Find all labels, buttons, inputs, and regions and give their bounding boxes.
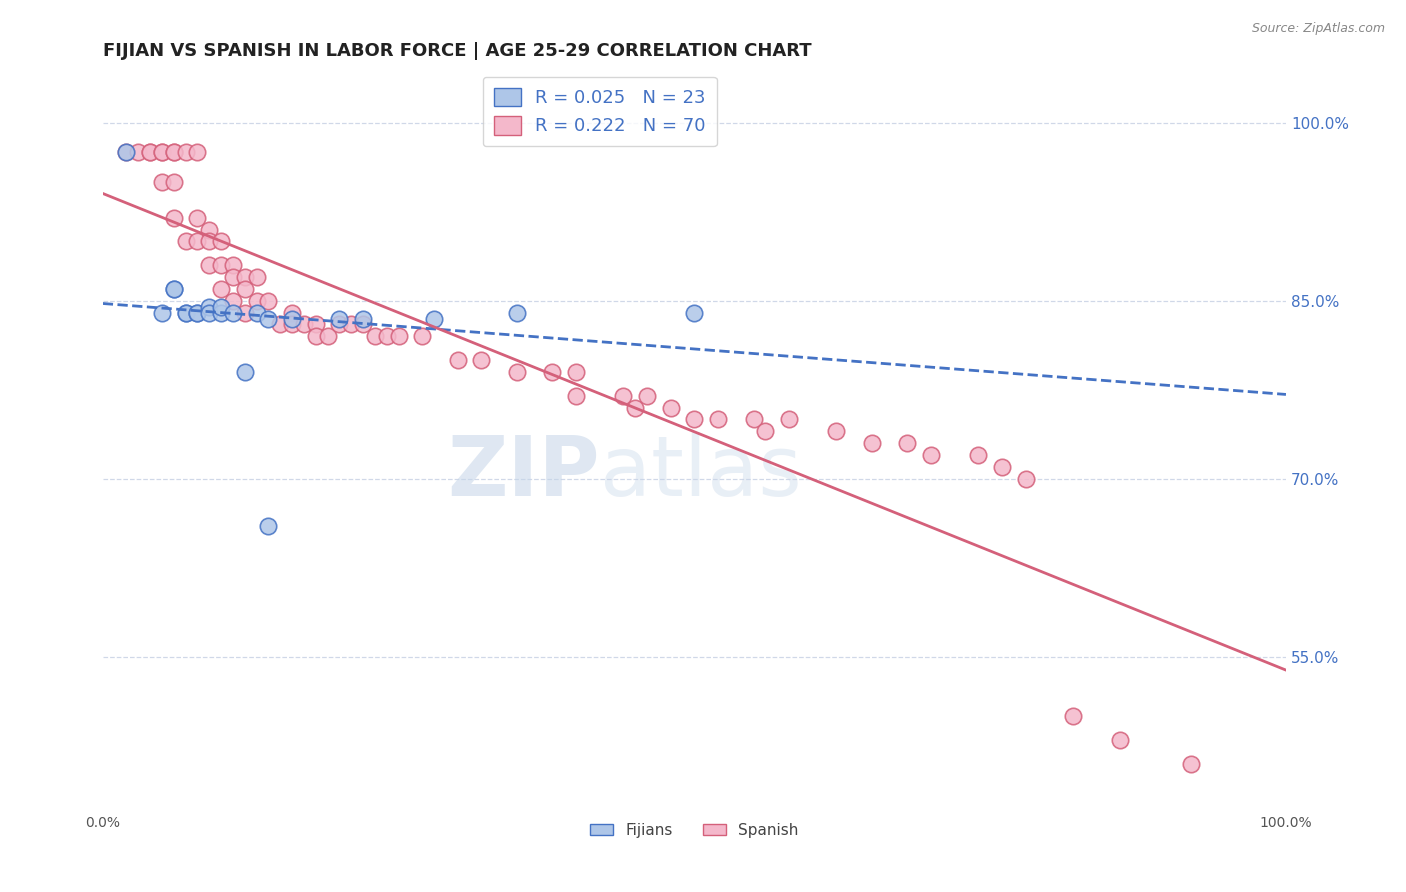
Point xyxy=(340,318,363,332)
Point xyxy=(174,305,197,319)
Point xyxy=(636,389,658,403)
Point xyxy=(222,293,245,308)
Point xyxy=(292,318,315,332)
Point xyxy=(328,318,350,332)
Point xyxy=(186,305,208,319)
Point xyxy=(209,258,232,272)
Point xyxy=(707,412,730,426)
Point xyxy=(198,300,221,314)
Point xyxy=(139,145,162,160)
Point xyxy=(305,329,328,343)
Point xyxy=(305,318,328,332)
Point xyxy=(233,305,256,319)
Point xyxy=(186,145,208,160)
Point xyxy=(150,305,173,319)
Point xyxy=(754,425,776,439)
Point xyxy=(163,145,186,160)
Point xyxy=(387,329,409,343)
Point xyxy=(967,448,990,462)
Point xyxy=(209,305,232,319)
Point xyxy=(233,282,256,296)
Point xyxy=(246,305,269,319)
Point xyxy=(920,448,942,462)
Point xyxy=(174,305,197,319)
Point xyxy=(163,282,186,296)
Point xyxy=(115,145,138,160)
Point xyxy=(186,211,208,225)
Text: Source: ZipAtlas.com: Source: ZipAtlas.com xyxy=(1251,22,1385,36)
Point xyxy=(198,235,221,249)
Point xyxy=(281,318,304,332)
Point xyxy=(447,353,470,368)
Point xyxy=(233,270,256,285)
Point xyxy=(186,235,208,249)
Text: FIJIAN VS SPANISH IN LABOR FORCE | AGE 25-29 CORRELATION CHART: FIJIAN VS SPANISH IN LABOR FORCE | AGE 2… xyxy=(103,42,811,60)
Point xyxy=(565,389,588,403)
Point xyxy=(328,311,350,326)
Point xyxy=(174,145,197,160)
Point xyxy=(209,235,232,249)
Point xyxy=(352,318,374,332)
Point xyxy=(186,305,208,319)
Point xyxy=(257,311,280,326)
Text: atlas: atlas xyxy=(600,432,801,513)
Point xyxy=(659,401,682,415)
Text: ZIP: ZIP xyxy=(447,432,600,513)
Point xyxy=(683,305,706,319)
Point xyxy=(778,412,800,426)
Point xyxy=(150,145,173,160)
Point xyxy=(991,459,1014,474)
Point xyxy=(825,425,848,439)
Point xyxy=(683,412,706,426)
Point xyxy=(127,145,149,160)
Point xyxy=(269,318,291,332)
Point xyxy=(163,211,186,225)
Point xyxy=(624,401,647,415)
Point xyxy=(198,305,221,319)
Point xyxy=(198,258,221,272)
Point xyxy=(506,305,529,319)
Point xyxy=(470,353,492,368)
Point xyxy=(364,329,387,343)
Point xyxy=(222,270,245,285)
Point xyxy=(163,282,186,296)
Point xyxy=(541,365,564,379)
Point xyxy=(139,145,162,160)
Point xyxy=(281,305,304,319)
Point xyxy=(411,329,433,343)
Point xyxy=(257,293,280,308)
Point xyxy=(150,145,173,160)
Point xyxy=(174,235,197,249)
Point xyxy=(423,311,446,326)
Point xyxy=(209,282,232,296)
Point xyxy=(257,519,280,533)
Point xyxy=(150,175,173,189)
Point xyxy=(316,329,339,343)
Point xyxy=(1180,756,1202,771)
Point xyxy=(246,293,269,308)
Point xyxy=(246,270,269,285)
Point xyxy=(233,365,256,379)
Point xyxy=(1014,472,1036,486)
Point xyxy=(352,311,374,326)
Point xyxy=(612,389,634,403)
Point xyxy=(198,222,221,236)
Point xyxy=(222,305,245,319)
Point xyxy=(1062,709,1084,723)
Point xyxy=(281,311,304,326)
Point xyxy=(115,145,138,160)
Point xyxy=(1109,733,1132,747)
Point xyxy=(375,329,398,343)
Point xyxy=(860,436,883,450)
Point xyxy=(222,258,245,272)
Point xyxy=(565,365,588,379)
Point xyxy=(163,145,186,160)
Point xyxy=(209,300,232,314)
Point xyxy=(506,365,529,379)
Point xyxy=(742,412,765,426)
Legend: Fijians, Spanish: Fijians, Spanish xyxy=(583,817,804,844)
Point xyxy=(896,436,918,450)
Point xyxy=(163,175,186,189)
